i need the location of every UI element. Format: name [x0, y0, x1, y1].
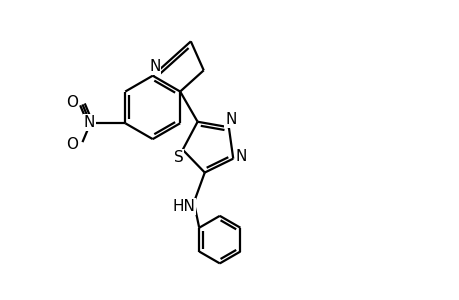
- Text: HN: HN: [172, 199, 195, 214]
- Text: S: S: [174, 150, 183, 165]
- Text: N: N: [84, 115, 95, 130]
- Text: N: N: [149, 59, 160, 74]
- Text: O: O: [67, 136, 78, 152]
- Text: N: N: [224, 112, 236, 127]
- Text: N: N: [235, 149, 246, 164]
- Text: O: O: [67, 95, 78, 110]
